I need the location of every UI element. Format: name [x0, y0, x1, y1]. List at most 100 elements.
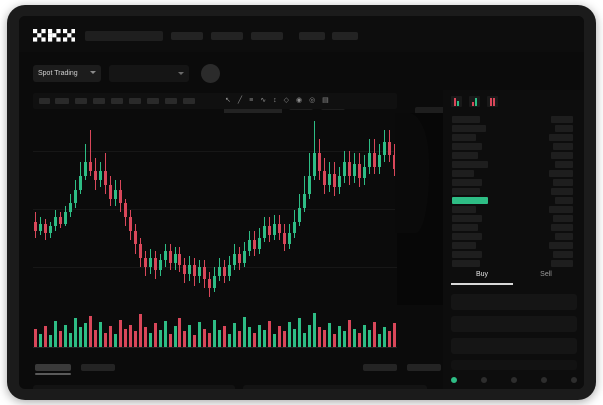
nav-item-4[interactable] — [299, 32, 325, 40]
trading-pair-selector[interactable] — [109, 65, 189, 82]
candlestick-chart[interactable] — [33, 113, 397, 305]
orderbook-row[interactable] — [452, 224, 478, 231]
candle-wick — [304, 175, 306, 213]
volume-bar — [243, 316, 247, 347]
orderbook-row-selected[interactable] — [452, 197, 488, 204]
measure-icon[interactable]: ↕ — [273, 97, 277, 104]
tool-interval-2[interactable] — [55, 98, 69, 104]
orderbook-asks-icon[interactable] — [487, 96, 498, 107]
orderbook-row[interactable] — [452, 233, 482, 240]
orderbook-row-value[interactable] — [553, 251, 573, 258]
okx-logo-icon[interactable] — [33, 29, 75, 42]
magnet-icon[interactable]: ◇ — [283, 97, 289, 104]
brush-icon[interactable]: ∿ — [260, 97, 267, 104]
orderbook-row[interactable] — [452, 260, 480, 267]
orderbook-row-value[interactable] — [551, 188, 573, 195]
bottom-tab-active[interactable] — [35, 364, 71, 371]
candle — [153, 251, 157, 279]
tab-sell[interactable]: Sell — [540, 271, 552, 278]
tool-interval-4[interactable] — [93, 98, 105, 104]
nav-item-5[interactable] — [332, 32, 358, 40]
price-input[interactable] — [451, 294, 577, 310]
nav-item-2[interactable] — [211, 32, 243, 40]
orderbook-row-value[interactable] — [551, 152, 573, 159]
volume-bar — [113, 333, 117, 347]
orderbook-row-value[interactable] — [551, 224, 573, 231]
orderbook-row[interactable] — [452, 251, 482, 258]
orderbook-row-value[interactable] — [551, 116, 573, 123]
slider-dot-0[interactable] — [451, 377, 457, 383]
active-tab-underline — [451, 283, 513, 285]
orderbook-row[interactable] — [452, 206, 476, 213]
orderbook-row-value[interactable] — [553, 179, 573, 186]
cursor-icon[interactable]: ↖ — [225, 97, 231, 104]
orderbook-row-value[interactable] — [555, 233, 573, 240]
orderbook-row-value[interactable] — [549, 206, 573, 213]
volume-bar — [288, 322, 292, 347]
tool-interval-6[interactable] — [129, 98, 141, 104]
orderbook-view-toggle-group[interactable] — [451, 96, 498, 107]
orderbook-row[interactable] — [452, 242, 476, 249]
orderbook-row-value[interactable] — [549, 134, 573, 141]
orderbook-row[interactable] — [452, 161, 488, 168]
slider-dot-50[interactable] — [511, 377, 517, 383]
orderbook-row-value[interactable] — [549, 242, 573, 249]
lock-icon[interactable]: ◉ — [295, 97, 303, 104]
orderbook-row-value[interactable] — [555, 161, 573, 168]
tool-interval-7[interactable] — [147, 98, 159, 104]
candle — [288, 223, 292, 249]
orderbook-row-value[interactable] — [551, 260, 573, 267]
orderbook-row[interactable] — [452, 170, 474, 177]
candle — [83, 143, 87, 181]
chart-toolbar[interactable]: ↖ ╱ ≡ ∿ ↕ ◇ ◉ ◎ ▤ — [33, 93, 397, 109]
spot-trading-selector[interactable]: Spot Trading — [33, 65, 101, 82]
orderbook-row[interactable] — [452, 179, 482, 186]
amount-slider-dots[interactable] — [451, 376, 577, 384]
orderbook-row-value[interactable] — [553, 215, 573, 222]
slider-track[interactable] — [451, 360, 577, 370]
trash-icon[interactable]: ▤ — [322, 97, 329, 104]
assets-panel[interactable] — [243, 385, 427, 389]
chart-tool-icon-group[interactable]: ↖ ╱ ≡ ∿ ↕ ◇ ◉ ◎ ▤ — [225, 96, 329, 106]
header-search-input[interactable] — [85, 31, 163, 41]
tool-interval-3[interactable] — [75, 98, 87, 104]
tablet-frame: Spot Trading ↖ ╱ ≡ — [7, 5, 596, 400]
bottom-tab-2[interactable] — [81, 364, 115, 371]
slider-dot-100[interactable] — [571, 377, 577, 383]
tool-interval-1[interactable] — [39, 98, 50, 104]
orderbook-row-value[interactable] — [549, 170, 573, 177]
candle-wick — [114, 180, 116, 206]
eye-icon[interactable]: ◎ — [309, 97, 316, 104]
nav-item-1[interactable] — [171, 32, 203, 40]
slider-dot-75[interactable] — [541, 377, 547, 383]
total-input[interactable] — [451, 338, 577, 354]
candle — [213, 267, 217, 293]
orderbook-row-value[interactable] — [555, 197, 573, 204]
orderbook-row[interactable] — [452, 215, 482, 222]
tool-interval-9[interactable] — [183, 98, 195, 104]
candle-wick — [314, 121, 316, 181]
orderbook-row[interactable] — [452, 116, 480, 123]
order-side-tabs[interactable]: Buy Sell — [451, 268, 577, 286]
orderbook-row-value[interactable] — [553, 143, 573, 150]
orderbook-row[interactable] — [452, 143, 482, 150]
candle — [158, 253, 162, 277]
bottom-action-2[interactable] — [407, 364, 441, 371]
orderbook-both-icon[interactable] — [451, 96, 462, 107]
tab-buy[interactable]: Buy — [475, 271, 489, 278]
orderbook-row[interactable] — [452, 125, 486, 132]
slider-dot-25[interactable] — [481, 377, 487, 383]
orderbook-row[interactable] — [452, 134, 476, 141]
orderbook-row-value[interactable] — [555, 125, 573, 132]
bottom-action-1[interactable] — [363, 364, 397, 371]
fib-icon[interactable]: ≡ — [249, 97, 254, 104]
orderbook-row[interactable] — [452, 152, 478, 159]
orderbook-bids-icon[interactable] — [469, 96, 480, 107]
amount-input[interactable] — [451, 316, 577, 332]
trendline-icon[interactable]: ╱ — [237, 97, 243, 104]
orderbook-row[interactable] — [452, 188, 480, 195]
tool-interval-5[interactable] — [111, 98, 123, 104]
nav-item-3[interactable] — [251, 32, 283, 40]
orders-panel[interactable] — [33, 385, 235, 389]
tool-interval-8[interactable] — [165, 98, 177, 104]
